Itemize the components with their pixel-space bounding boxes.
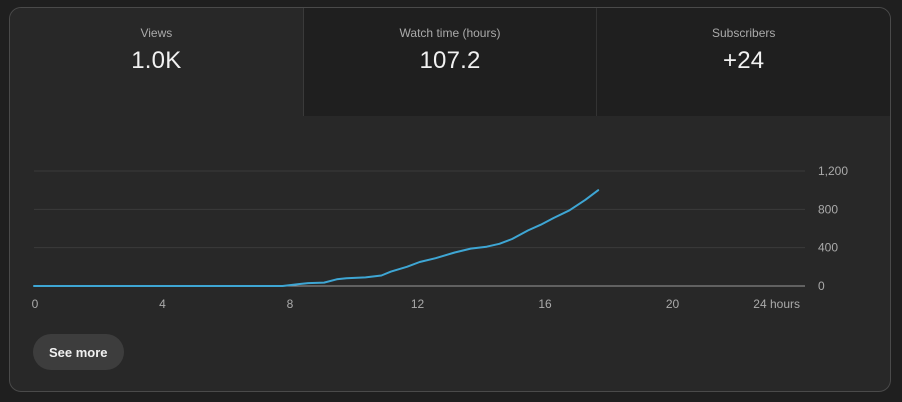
x-tick-label: 24 hours [753, 297, 800, 311]
views-chart-svg: 0 400 800 1,200 0 4 8 12 16 20 24 hours [32, 164, 849, 311]
tab-subscribers[interactable]: Subscribers +24 [596, 8, 890, 116]
tab-watch-time-value: 107.2 [419, 47, 481, 74]
y-tick-label: 400 [818, 241, 838, 255]
chart-y-axis-ticks: 0 400 800 1,200 [818, 164, 848, 293]
x-tick-label: 20 [666, 297, 680, 311]
y-tick-label: 1,200 [818, 164, 848, 178]
x-tick-label: 0 [32, 297, 39, 311]
overview-card: Views 1.0K Watch time (hours) 107.2 Subs… [9, 7, 891, 392]
x-tick-label: 4 [159, 297, 166, 311]
views-series-line [33, 189, 600, 287]
x-tick-label: 16 [538, 297, 552, 311]
tab-watch-time-label: Watch time (hours) [399, 26, 501, 40]
tab-watch-time[interactable]: Watch time (hours) 107.2 [302, 8, 597, 116]
tab-subscribers-label: Subscribers [712, 26, 776, 40]
tab-views-value: 1.0K [131, 47, 182, 74]
chart-gridlines [34, 170, 805, 287]
x-tick-label: 12 [411, 297, 425, 311]
tab-views-label: Views [140, 26, 173, 40]
x-tick-label: 8 [287, 297, 294, 311]
chart-x-axis-ticks: 0 4 8 12 16 20 24 hours [32, 297, 800, 311]
chart-series [33, 189, 600, 287]
y-tick-label: 0 [818, 279, 825, 293]
y-tick-label: 800 [818, 202, 838, 216]
tab-views[interactable]: Views 1.0K [10, 8, 303, 116]
views-chart: 0 400 800 1,200 0 4 8 12 16 20 24 hours [10, 116, 890, 316]
tab-subscribers-value: +24 [723, 47, 765, 74]
metric-tabs: Views 1.0K Watch time (hours) 107.2 Subs… [10, 8, 890, 116]
see-more-button[interactable]: See more [33, 334, 124, 370]
